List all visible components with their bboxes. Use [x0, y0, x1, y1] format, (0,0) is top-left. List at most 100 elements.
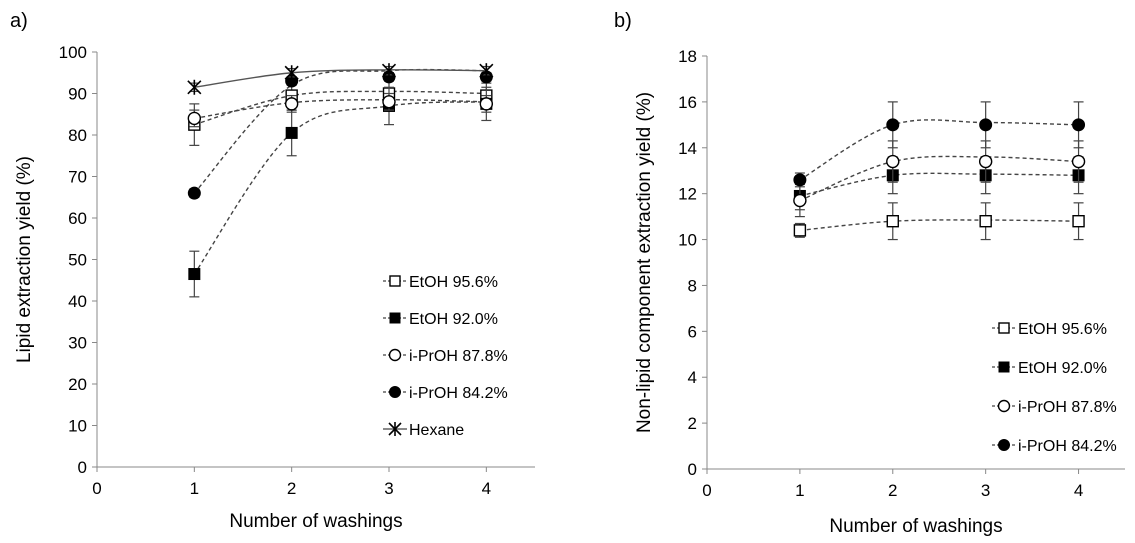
- y-tick-label: 12: [678, 185, 697, 204]
- data-point: [187, 79, 202, 95]
- legend-marker: [389, 386, 401, 398]
- legend-marker: [997, 399, 1011, 413]
- series-curve: [799, 219, 1079, 232]
- legend-label: i-PrOH 87.8%: [409, 348, 508, 365]
- data-point: [479, 97, 494, 111]
- y-tick-label: 14: [678, 139, 697, 158]
- legend-marker: [998, 322, 1010, 334]
- series-etoh-92-0: [793, 156, 1085, 211]
- x-tick-label: 1: [190, 479, 199, 498]
- data-point: [382, 95, 396, 109]
- legend-marker: [388, 422, 402, 436]
- data-point: [886, 118, 900, 132]
- x-tick-label: 4: [1074, 481, 1083, 500]
- series-i-proh-84-2: [187, 68, 493, 200]
- data-point: [187, 111, 202, 126]
- legend-label: EtOH 92.0%: [1018, 360, 1107, 377]
- legend-item-hexane: Hexane: [383, 422, 464, 439]
- data-point: [978, 154, 993, 169]
- x-tick-label: 3: [384, 479, 393, 498]
- x-tick-label: 0: [702, 481, 711, 500]
- y-tick-label: 18: [678, 47, 697, 66]
- legend-label: i-PrOH 87.8%: [1018, 399, 1117, 416]
- y-tick-label: 50: [68, 251, 87, 270]
- legend-marker: [388, 348, 402, 362]
- series-curve: [194, 90, 487, 126]
- y-tick-label: 0: [78, 458, 87, 477]
- y-tick-label: 60: [68, 209, 87, 228]
- data-point: [793, 173, 807, 187]
- series-curve: [194, 99, 487, 120]
- legend-item-etoh-92-0: EtOH 92.0%: [383, 311, 498, 328]
- legend: EtOH 95.6% EtOH 92.0% i-PrOH 87.8% i-PrOH 8…: [992, 321, 1117, 455]
- data-point: [979, 118, 993, 132]
- legend-label: i-PrOH 84.2%: [1018, 438, 1117, 455]
- legend: EtOH 95.6% EtOH 92.0% i-PrOH 87.8% i-PrOH 8…: [383, 274, 508, 439]
- legend-item-i-proh-84-2: i-PrOH 84.2%: [383, 385, 508, 402]
- data-point: [1072, 214, 1085, 228]
- y-tick-label: 4: [688, 368, 697, 387]
- x-tick-label: 3: [981, 481, 990, 500]
- legend-marker: [998, 361, 1010, 373]
- legend-label: i-PrOH 84.2%: [409, 385, 508, 402]
- chart-a: 0 10 20 30 40 50 60 70 80 90 100 0 1 2 3 4 Number of was…: [14, 43, 535, 532]
- legend-item-etoh-95-6: EtOH 95.6%: [383, 274, 498, 291]
- y-tick-label: 90: [68, 85, 87, 104]
- y-tick-label: 80: [68, 126, 87, 145]
- y-tick-label: 30: [68, 334, 87, 353]
- series-etoh-95-6: [793, 202, 1085, 241]
- legend-marker: [389, 275, 401, 287]
- legend-label: EtOH 95.6%: [1018, 321, 1107, 338]
- legend-item-etoh-95-6: EtOH 95.6%: [992, 321, 1107, 338]
- data-point: [285, 126, 298, 139]
- y-tick-label: 0: [688, 460, 697, 479]
- data-point: [187, 186, 201, 200]
- x-tick-label: 2: [287, 479, 296, 498]
- series-etoh-92-0: [188, 86, 493, 298]
- legend-item-i-proh-87-8: i-PrOH 87.8%: [383, 348, 508, 365]
- series-curve: [799, 155, 1079, 202]
- legend-marker: [389, 312, 401, 324]
- data-point: [284, 97, 299, 111]
- legend-label: EtOH 95.6%: [409, 274, 498, 291]
- legend-label: Hexane: [409, 422, 464, 439]
- y-tick-label: 100: [59, 43, 87, 62]
- y-axis-title: Non-lipid component extraction yield (%): [634, 92, 655, 433]
- series-i-proh-84-2: [793, 101, 1086, 188]
- y-axis-title: Lipid extraction yield (%): [14, 156, 35, 363]
- legend-marker: [998, 439, 1010, 451]
- series-i-proh-87-8: [187, 92, 494, 128]
- series-i-proh-87-8: [793, 140, 1086, 218]
- series-curve: [193, 101, 487, 275]
- series-curve: [799, 119, 1079, 181]
- data-point: [793, 224, 807, 237]
- series-etoh-95-6: [188, 78, 493, 146]
- legend-label: EtOH 92.0%: [409, 311, 498, 328]
- y-tick-label: 70: [68, 168, 87, 187]
- y-tick-label: 40: [68, 292, 87, 311]
- series-curve: [193, 68, 487, 194]
- x-tick-label: 2: [888, 481, 897, 500]
- y-tick-label: 10: [68, 417, 87, 436]
- y-tick-label: 20: [68, 375, 87, 394]
- legend-item-i-proh-84-2: i-PrOH 84.2%: [992, 438, 1117, 455]
- data-point: [1072, 118, 1086, 132]
- series-hexane: [187, 63, 494, 95]
- data-point: [479, 63, 494, 79]
- data-point: [188, 268, 201, 281]
- data-point: [886, 214, 899, 228]
- y-tick-label: 16: [678, 93, 697, 112]
- y-tick-label: 6: [688, 322, 697, 341]
- y-tick-label: 10: [678, 231, 697, 250]
- x-tick-label: 0: [92, 479, 101, 498]
- series-curve: [799, 172, 1079, 197]
- legend-item-i-proh-87-8: i-PrOH 87.8%: [992, 399, 1117, 416]
- x-axis-title: Number of washings: [229, 511, 402, 532]
- y-tick-label: 8: [688, 276, 697, 295]
- panel-a-label: a): [10, 10, 28, 32]
- data-point: [284, 65, 299, 81]
- data-point: [381, 63, 397, 79]
- series-curve: [194, 69, 487, 88]
- legend-item-etoh-92-0: EtOH 92.0%: [992, 360, 1107, 377]
- data-point: [793, 193, 807, 208]
